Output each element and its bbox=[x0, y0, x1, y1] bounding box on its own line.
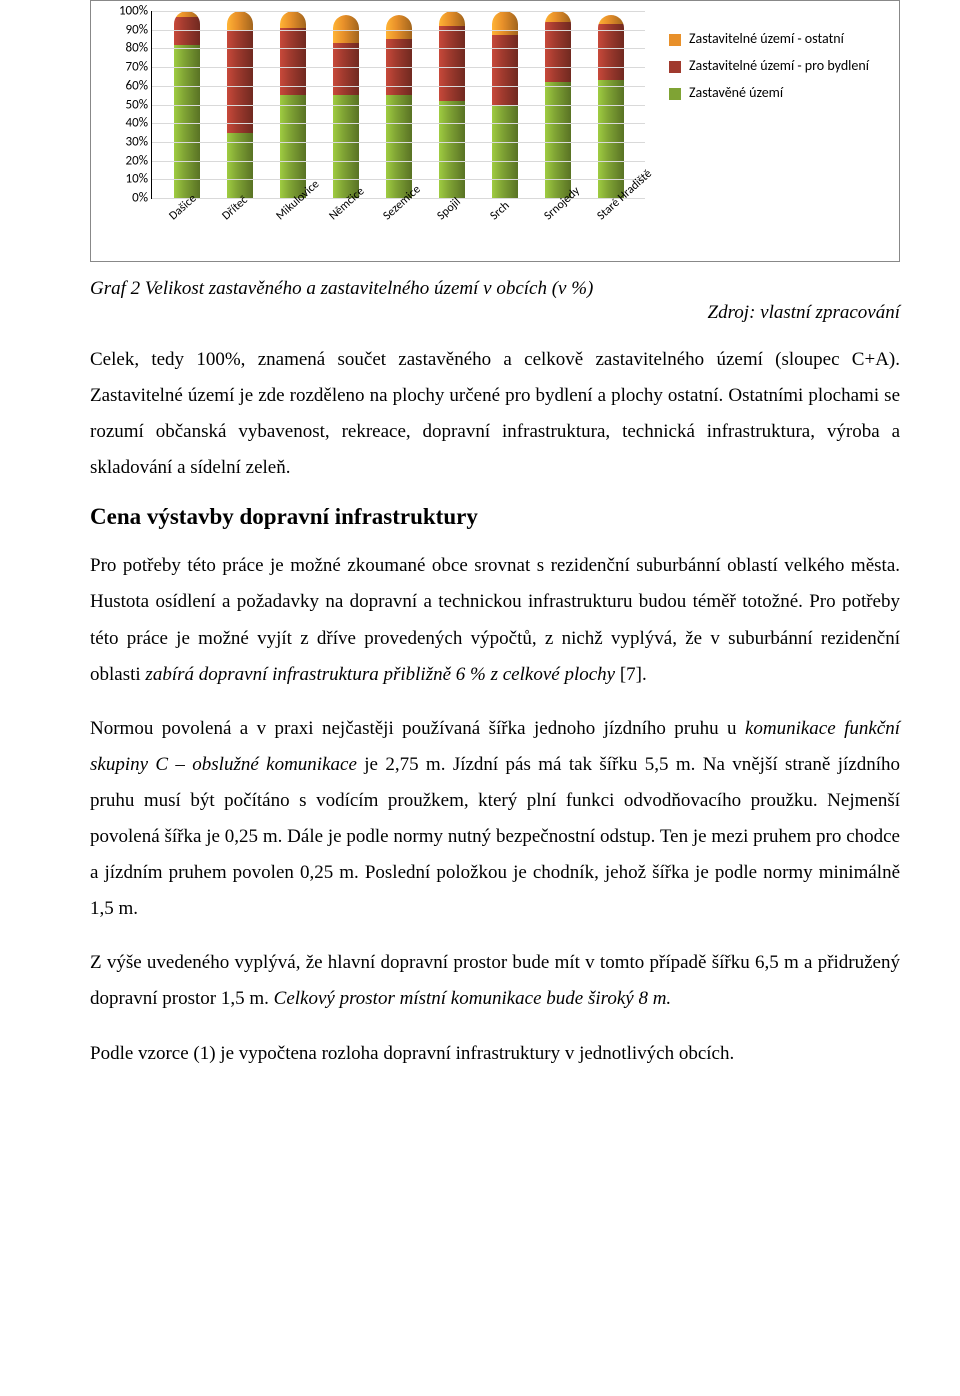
legend-label: Zastavěné území bbox=[689, 85, 783, 102]
text: Celek, tedy 100%, znamená součet zastavě… bbox=[90, 349, 900, 478]
bar-segment bbox=[545, 22, 571, 82]
y-tick-label: 0% bbox=[104, 191, 148, 206]
text: je 2,75 m. Jízdní pás má tak šířku 5,5 m… bbox=[90, 754, 900, 919]
bar-segment bbox=[227, 30, 253, 133]
bar-segment bbox=[598, 15, 624, 24]
bar-segment bbox=[439, 11, 465, 26]
x-tick-label: Staré Hradiště bbox=[595, 195, 656, 258]
y-tick-label: 10% bbox=[104, 172, 148, 187]
bar-segment bbox=[598, 24, 624, 80]
gridline bbox=[152, 179, 645, 180]
y-tick-label: 90% bbox=[104, 22, 148, 37]
bar-segment bbox=[333, 95, 359, 198]
bar-segment bbox=[492, 35, 518, 104]
x-tick-label: Němčice bbox=[327, 195, 388, 258]
chart-plot-area: 0%10%20%30%40%50%60%70%80%90%100% Dašice… bbox=[101, 11, 649, 261]
bar-segment bbox=[439, 26, 465, 101]
gridline bbox=[152, 30, 645, 31]
bar-segment bbox=[492, 11, 518, 35]
paragraph-4: Z výše uvedeného vyplývá, že hlavní dopr… bbox=[90, 945, 900, 1017]
bar-segment bbox=[333, 43, 359, 95]
bar-segment bbox=[386, 95, 412, 198]
chart-caption: Graf 2 Velikost zastavěného a zastavitel… bbox=[90, 278, 960, 300]
italic-text: Celkový prostor místní komunikace bude š… bbox=[274, 988, 672, 1009]
chart-source: Zdroj: vlastní zpracování bbox=[0, 302, 900, 324]
bar-segment bbox=[545, 82, 571, 198]
legend-swatch bbox=[669, 61, 681, 73]
bar-segment bbox=[598, 80, 624, 198]
x-tick-label: Srch bbox=[488, 195, 549, 258]
gridline bbox=[152, 123, 645, 124]
bar-segment bbox=[439, 101, 465, 198]
y-tick-label: 70% bbox=[104, 60, 148, 75]
gridline bbox=[152, 11, 645, 12]
x-tick-label: Dříteč bbox=[220, 195, 281, 258]
legend-swatch bbox=[669, 88, 681, 100]
paragraph-1: Celek, tedy 100%, znamená součet zastavě… bbox=[90, 342, 900, 486]
legend-item: Zastavitelné území - pro bydlení bbox=[669, 58, 889, 75]
text: [7]. bbox=[615, 664, 647, 685]
chart-legend: Zastavitelné území - ostatní Zastaviteln… bbox=[649, 11, 889, 261]
section-heading: Cena výstavby dopravní infrastruktury bbox=[90, 504, 900, 530]
legend-item: Zastavitelné území - ostatní bbox=[669, 31, 889, 48]
italic-text: zabírá dopravní infrastruktura přibližně… bbox=[145, 664, 615, 685]
x-tick-label: Spojil bbox=[434, 195, 495, 258]
x-tick-label: Sezemice bbox=[381, 195, 442, 258]
paragraph-2: Pro potřeby této práce je možné zkoumané… bbox=[90, 548, 900, 692]
y-tick-label: 80% bbox=[104, 41, 148, 56]
gridline bbox=[152, 161, 645, 162]
legend-item: Zastavěné území bbox=[669, 85, 889, 102]
bar-segment bbox=[280, 95, 306, 198]
text: Normou povolená a v praxi nejčastěji pou… bbox=[90, 718, 745, 739]
y-tick-label: 100% bbox=[104, 4, 148, 19]
legend-label: Zastavitelné území - pro bydlení bbox=[689, 58, 869, 75]
x-tick-label: Srnojedy bbox=[541, 195, 602, 258]
gridline bbox=[152, 67, 645, 68]
y-tick-label: 20% bbox=[104, 153, 148, 168]
paragraph-5: Podle vzorce (1) je vypočtena rozloha do… bbox=[90, 1036, 900, 1072]
bar-segment bbox=[227, 11, 253, 30]
paragraph-3: Normou povolená a v praxi nejčastěji pou… bbox=[90, 711, 900, 928]
bar-segment bbox=[492, 105, 518, 199]
legend-label: Zastavitelné území - ostatní bbox=[689, 31, 844, 48]
legend-swatch bbox=[669, 34, 681, 46]
y-tick-label: 40% bbox=[104, 116, 148, 131]
x-tick-label: Dašice bbox=[166, 195, 227, 258]
gridline bbox=[152, 142, 645, 143]
gridline bbox=[152, 105, 645, 106]
x-tick-label: Mikulovice bbox=[273, 195, 334, 258]
gridline bbox=[152, 48, 645, 49]
y-tick-label: 50% bbox=[104, 97, 148, 112]
bar-segment bbox=[386, 15, 412, 39]
bar-starhradit bbox=[598, 15, 624, 198]
stacked-bar-chart: 0%10%20%30%40%50%60%70%80%90%100% Dašice… bbox=[90, 0, 900, 262]
chart-grid: 0%10%20%30%40%50%60%70%80%90%100% bbox=[151, 11, 645, 199]
bar-segment bbox=[545, 11, 571, 22]
gridline bbox=[152, 86, 645, 87]
y-tick-label: 60% bbox=[104, 78, 148, 93]
bar-nmice bbox=[333, 15, 359, 198]
y-tick-label: 30% bbox=[104, 134, 148, 149]
chart-x-labels: DašiceDřítečMikuloviceNěmčiceSezemiceSpo… bbox=[151, 199, 649, 261]
bar-segment bbox=[280, 11, 306, 28]
bar-sezemice bbox=[386, 15, 412, 198]
